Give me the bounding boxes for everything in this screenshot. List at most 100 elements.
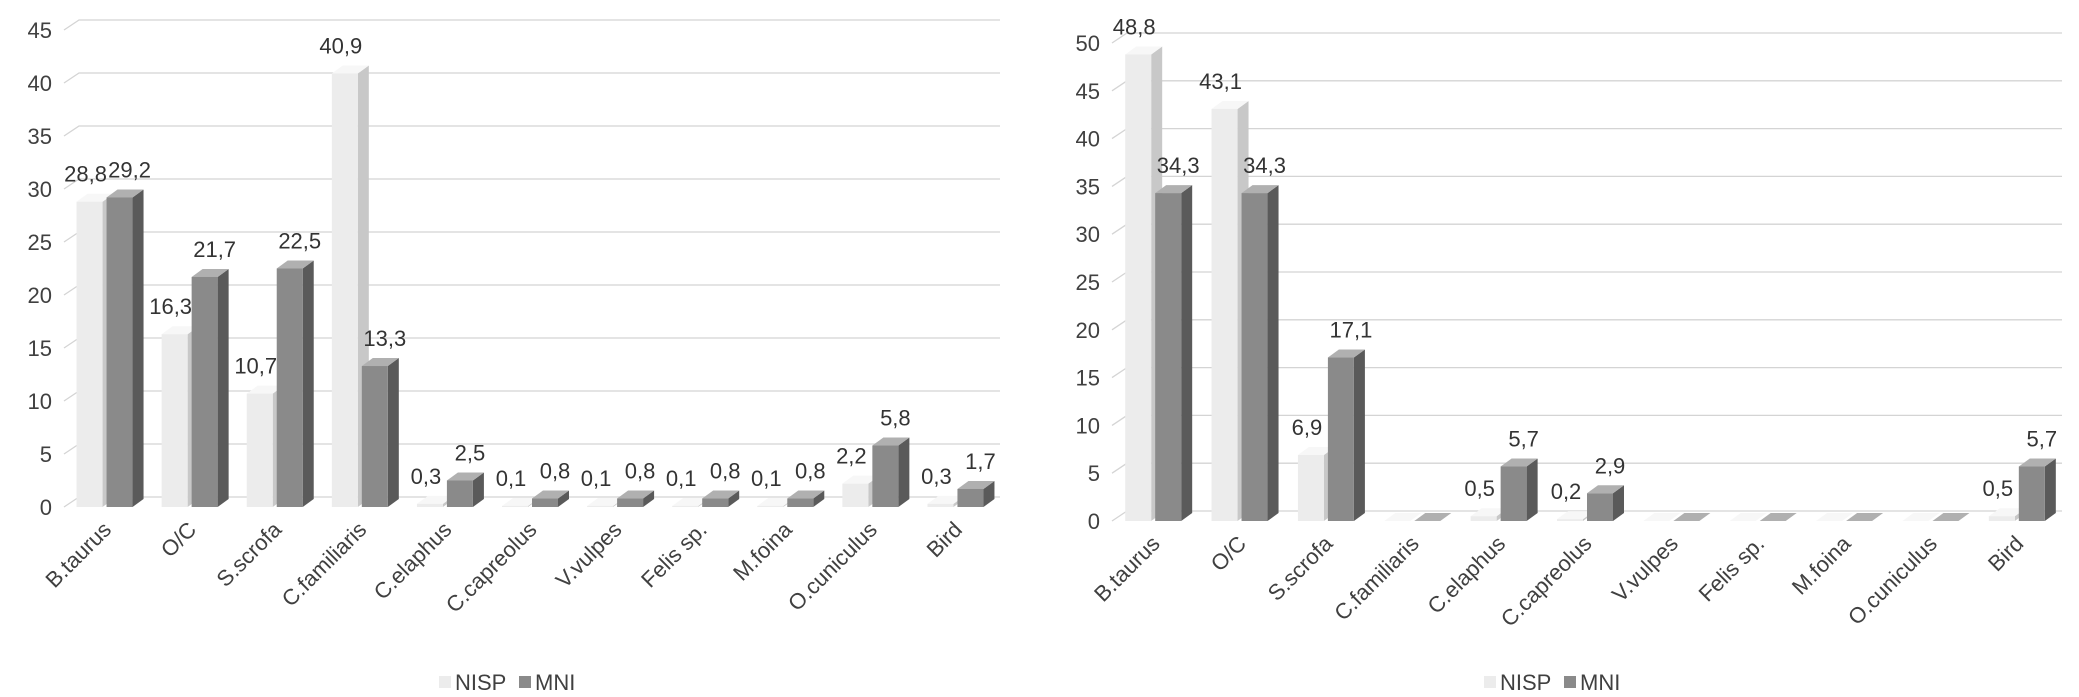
- gridline: [1111, 32, 2062, 44]
- legend-swatch-mni: [1564, 676, 1576, 688]
- bar-front: [957, 488, 984, 507]
- bar-front: [1587, 493, 1613, 521]
- data-label-nisp: 40,9: [319, 33, 362, 58]
- bar-side: [1526, 458, 1538, 521]
- data-label-nisp: 0,1: [581, 466, 612, 491]
- bar-top: [1414, 513, 1452, 521]
- bar-nisp: [1816, 513, 1854, 521]
- y-tick-label: 35: [28, 124, 52, 149]
- data-label-nisp: 0,3: [411, 464, 442, 489]
- bar-mni: [1673, 513, 1711, 521]
- bar-front: [76, 201, 103, 507]
- x-category-label: C.familiaris: [1329, 531, 1424, 626]
- data-label-mni: 0,8: [625, 459, 656, 484]
- bar-top: [842, 475, 880, 484]
- data-label-mni: 5,7: [2027, 427, 2058, 452]
- bar-front: [276, 268, 303, 507]
- bar-top: [1327, 349, 1365, 358]
- x-category-label: O/C: [1206, 531, 1251, 576]
- y-tick-label: 10: [1076, 413, 1100, 438]
- x-category-label: Bird: [1983, 531, 2028, 576]
- category-group: V.vulpes: [1607, 513, 1711, 607]
- y-tick-label: 15: [1076, 366, 1100, 391]
- legend-swatch-nisp: [1484, 676, 1496, 688]
- data-label-mni: 1,7: [965, 449, 996, 474]
- data-label-nisp: 0,5: [1464, 476, 1495, 501]
- bar-nisp: [1902, 513, 1940, 521]
- x-category-label: C.capreolus: [1496, 531, 1597, 632]
- chart-panel-2: 0 5 10 15 20 25 30 35 40 45 50 48,8 34,3 B.taurus 43,1…: [1076, 14, 2062, 695]
- y-tick-label: 40: [1076, 127, 1100, 152]
- bar-front: [1155, 193, 1182, 522]
- gridline: [63, 19, 1000, 31]
- bar-side: [1353, 349, 1365, 521]
- bar-front: [246, 393, 273, 507]
- data-label-nisp: 28,8: [64, 162, 107, 187]
- bar-top: [502, 497, 539, 506]
- bar-front: [702, 498, 729, 507]
- bar-front: [1241, 193, 1268, 522]
- bar-top: [1470, 508, 1508, 517]
- bar-front: [331, 73, 358, 508]
- bar-front: [106, 197, 133, 508]
- bar-side: [217, 268, 229, 507]
- legend-swatch-nisp: [439, 676, 451, 688]
- bar-front: [1988, 516, 2015, 521]
- legend: NISP MNI: [439, 670, 575, 695]
- bar-top: [2018, 458, 2056, 467]
- bar-top: [416, 495, 454, 504]
- bar-top: [532, 490, 569, 499]
- legend-label-mni: MNI: [535, 670, 575, 695]
- bar-front: [1557, 519, 1583, 521]
- bar-top: [1902, 513, 1940, 521]
- bar-front: [361, 366, 388, 507]
- y-tick-label: 0: [40, 495, 52, 520]
- x-category-label: S.scrofa: [1263, 530, 1338, 605]
- y-tick-label: 20: [28, 283, 52, 308]
- data-label-mni: 0,8: [795, 459, 826, 484]
- category-group: 2,2 5,8 O.cuniculus: [783, 406, 911, 616]
- y-tick-label: 0: [1088, 509, 1100, 534]
- data-label-mni: 2,5: [455, 441, 486, 466]
- y-tick-label: 15: [28, 336, 52, 361]
- data-label-mni: 22,5: [278, 229, 321, 254]
- bar-top: [957, 480, 995, 489]
- bar-mni: [276, 260, 314, 507]
- bar-mni: [702, 490, 740, 507]
- y-tick-label: 25: [28, 230, 52, 255]
- category-group: 0,1 0,8 M.foina: [728, 459, 825, 586]
- x-category-label: C.familiaris: [277, 517, 372, 612]
- y-tick-label: 25: [1076, 270, 1100, 295]
- bar-nisp: [1643, 513, 1681, 521]
- bar-side: [813, 490, 825, 507]
- gridline: [63, 178, 1000, 190]
- bar-top: [1759, 513, 1797, 521]
- data-label-mni: 17,1: [1329, 318, 1372, 343]
- bar-mni: [1241, 185, 1279, 522]
- bar-side: [472, 472, 484, 507]
- legend: NISP MNI: [1484, 670, 1620, 695]
- x-category-label: B.taurus: [1089, 531, 1165, 607]
- bar-top: [1500, 458, 1538, 467]
- legend-swatch-mni: [519, 676, 531, 688]
- bar-front: [502, 505, 528, 507]
- bar-mni: [1414, 513, 1452, 521]
- x-category-label: Felis sp.: [636, 517, 712, 593]
- bar-side: [1613, 485, 1624, 521]
- bar-front: [2018, 466, 2045, 521]
- bar-mni: [2018, 458, 2056, 521]
- bar-top: [1587, 485, 1624, 494]
- bar-top: [1125, 46, 1163, 55]
- bar-front: [787, 498, 814, 507]
- bar-top: [587, 497, 625, 506]
- bar-side: [898, 437, 910, 507]
- data-label-nisp: 6,9: [1292, 415, 1323, 440]
- x-category-label: O.cuniculus: [1843, 531, 1942, 630]
- bar-mni: [1500, 458, 1538, 521]
- bar-top: [1846, 513, 1884, 521]
- y-tick-label: 50: [1076, 31, 1100, 56]
- bar-top: [1643, 513, 1681, 521]
- bar-front: [757, 505, 784, 507]
- y-tick-label: 30: [1076, 222, 1100, 247]
- x-category-label: Bird: [922, 517, 967, 562]
